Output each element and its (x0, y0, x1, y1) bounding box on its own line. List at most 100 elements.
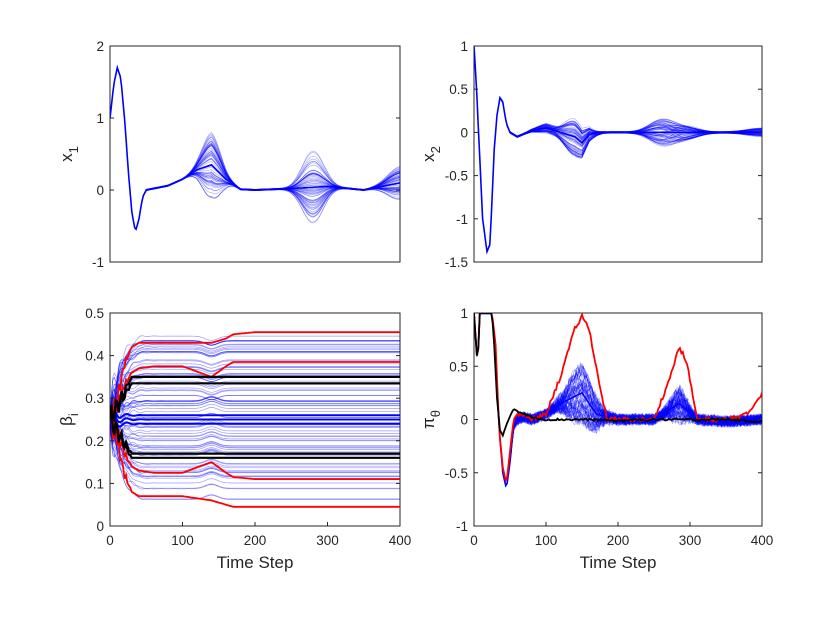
ensemble-trajectory (110, 348, 400, 420)
ensemble-trajectory (110, 390, 400, 420)
plot-area-frame (109, 45, 401, 263)
ensemble-trajectory (110, 414, 400, 478)
ensemble-trajectory (110, 403, 400, 436)
ensemble-trajectory (110, 399, 400, 439)
ensemble-trajectory (110, 352, 400, 420)
ensemble-trajectory (110, 406, 400, 436)
ensemble-trajectory (110, 418, 400, 489)
ensemble-trajectory (110, 419, 400, 500)
y-tick-label: 0.3 (85, 391, 104, 406)
ensemble-trajectory (110, 396, 400, 427)
ensemble-trajectory (110, 419, 400, 469)
ensemble-trajectory (110, 419, 400, 478)
x-tick-label: 200 (607, 533, 630, 548)
x-tick-label: 400 (389, 533, 412, 548)
y-axis-label: πθ (419, 410, 443, 429)
ensemble-trajectory (110, 401, 400, 422)
y-axis-label: βi (57, 413, 81, 426)
ensemble-trajectory (110, 351, 400, 420)
ensemble-trajectory (110, 419, 400, 490)
ensemble-trajectory (110, 402, 400, 448)
panel-pi-theta: -1 -0.5 0 0.5 1 0 100 200 300 400 Time Step πθ (419, 306, 773, 572)
ensemble-trajectory (110, 343, 400, 423)
plot-lines (110, 64, 400, 231)
x-tick-label: 300 (316, 533, 339, 548)
y-tick-label: 0 (96, 519, 104, 534)
panel-x2: -1.5 -1 -0.5 0 0.5 1 x2 (419, 39, 763, 270)
ensemble-trajectory (474, 313, 762, 486)
ensemble-trajectory (110, 419, 400, 428)
y-axis-label: x2 (419, 146, 443, 162)
x-tick-label: 100 (535, 533, 558, 548)
y-tick-label: 1 (460, 39, 468, 54)
ensemble-trajectory (474, 313, 762, 486)
y-tick-label: 0 (96, 183, 104, 198)
plot-lines (474, 46, 762, 255)
ensemble-trajectory (110, 394, 400, 420)
ensemble-trajectory (110, 419, 400, 441)
plot-lines (110, 331, 400, 508)
ensemble-trajectory (110, 350, 400, 420)
reference-level-line (110, 375, 400, 421)
ensemble-trajectory (110, 395, 400, 420)
x-tick-label: 400 (751, 533, 774, 548)
ensemble-trajectory (110, 419, 400, 447)
ensemble-trajectory (110, 340, 400, 420)
ensemble-trajectory (110, 419, 400, 442)
ensemble-trajectory (110, 340, 400, 420)
x-axis-label: Time Step (580, 553, 657, 572)
ensemble-trajectory (110, 347, 400, 420)
y-tick-label: 0.5 (85, 306, 104, 321)
y-tick-label: 0.1 (85, 476, 104, 491)
reference-level-line (110, 410, 400, 455)
ensemble-trajectory (110, 419, 400, 453)
reference-level-line (110, 382, 400, 422)
ensemble-trajectory (474, 313, 762, 486)
y-tick-label: -1.5 (445, 255, 468, 270)
x-axis-label: Time Step (217, 553, 294, 572)
ensemble-trajectory (110, 373, 400, 421)
ensemble-trajectory (110, 360, 400, 430)
y-tick-label: -0.5 (445, 169, 468, 184)
ensemble-trajectory (474, 313, 762, 487)
plot-area-frame (473, 45, 763, 263)
y-tick-label: 1 (96, 111, 104, 126)
ensemble-trajectory (474, 313, 762, 486)
ensemble-core-line (110, 407, 400, 419)
y-tick-label: 0 (460, 413, 468, 428)
ensemble-trajectory (110, 350, 400, 422)
plot-lines (474, 313, 762, 488)
ensemble-trajectory (110, 419, 400, 473)
ensemble-trajectory (110, 340, 400, 420)
ensemble-trajectory (110, 359, 400, 423)
ensemble-trajectory (110, 414, 400, 477)
ensemble-core-line (110, 64, 400, 231)
x-tick-label: 100 (171, 533, 194, 548)
ensemble-trajectory (110, 387, 400, 420)
ensemble-trajectory (110, 403, 400, 443)
y-tick-label: 0.2 (85, 434, 104, 449)
ensemble-trajectory (110, 413, 400, 445)
ensemble-trajectory (110, 380, 400, 420)
ensemble-trajectory (110, 346, 400, 429)
ensemble-trajectory (110, 351, 400, 420)
ensemble-core-line (110, 412, 400, 424)
panel-beta: 0 0.1 0.2 0.3 0.4 0.5 0 100 200 300 400 Time Step βi (57, 306, 411, 572)
ensemble-trajectory (110, 374, 400, 422)
ensemble-trajectory (110, 340, 400, 424)
y-tick-label: -0.5 (445, 466, 468, 481)
y-tick-label: 1 (460, 306, 468, 321)
ensemble-trajectory (110, 363, 400, 420)
envelope-line-lower (110, 415, 400, 508)
ensemble-trajectory (110, 396, 400, 420)
ensemble-trajectory (110, 339, 400, 424)
ensemble-core-line (474, 46, 762, 255)
y-tick-label: 2 (96, 39, 104, 54)
y-tick-label: 0.4 (85, 349, 104, 364)
ensemble-trajectory (110, 366, 400, 420)
ensemble-trajectory (110, 394, 400, 430)
ensemble-trajectory (110, 412, 400, 451)
ensemble-trajectory (110, 408, 400, 424)
